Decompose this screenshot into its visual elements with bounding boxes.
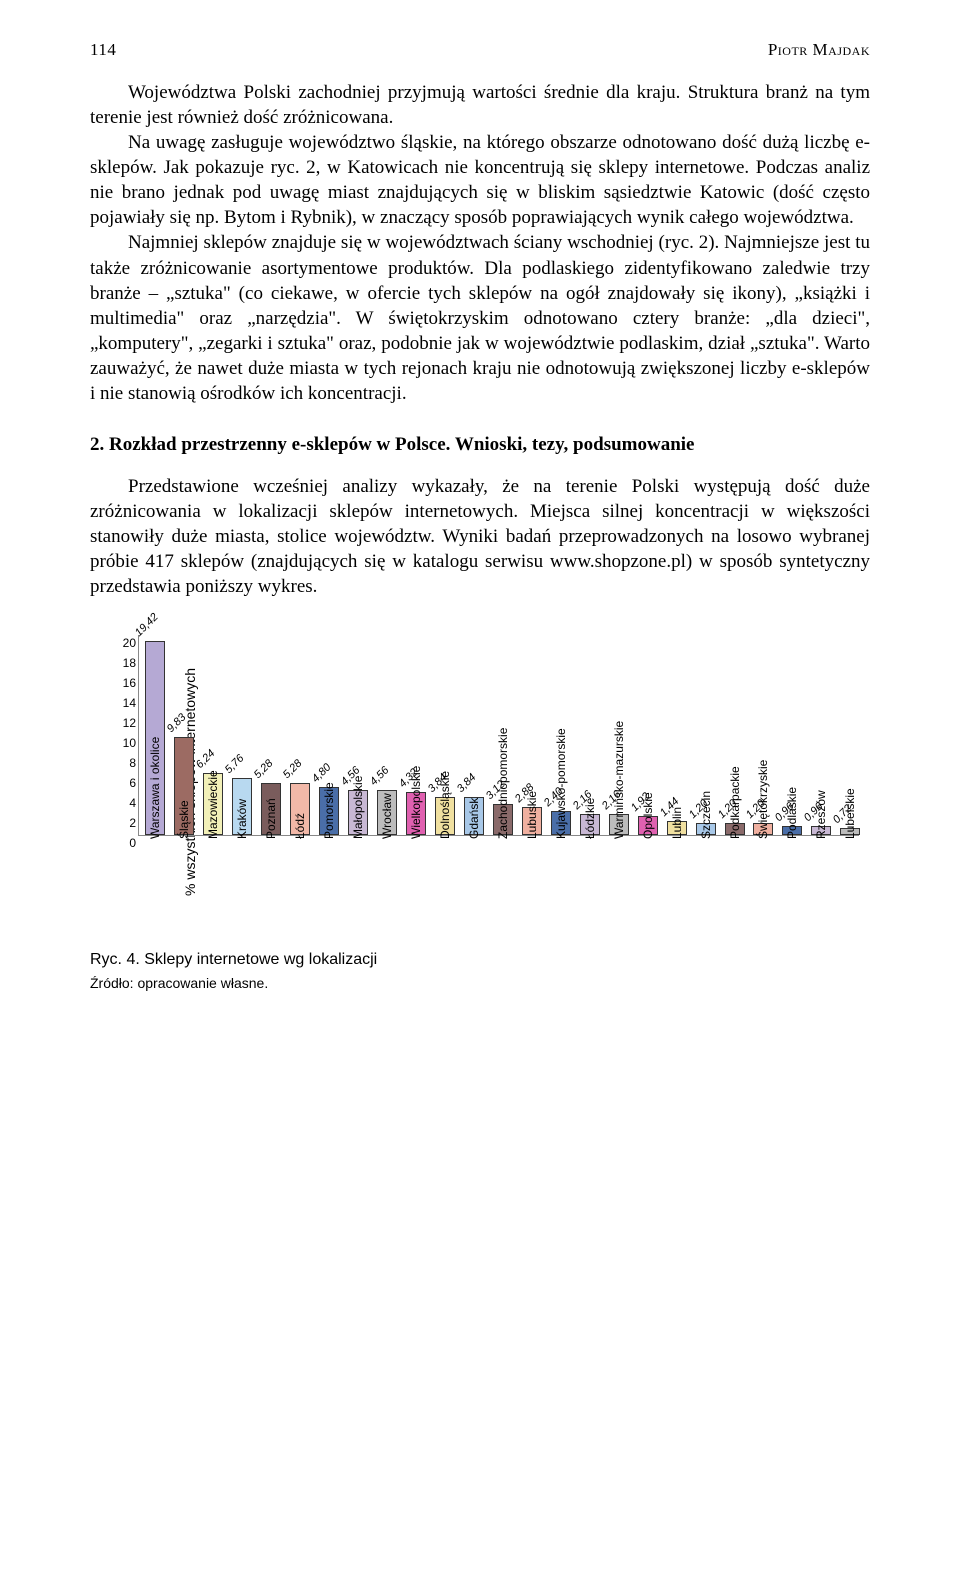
bar-value-label: 6,24 <box>194 747 218 771</box>
page-number: 114 <box>90 40 116 60</box>
figure-caption: Ryc. 4. Sklepy internetowe wg lokalizacj… <box>90 951 870 969</box>
bar-value-label: 19,42 <box>133 611 161 639</box>
paragraph: Na uwagę zasługuje województwo śląskie, … <box>90 130 870 230</box>
y-tick: 0 <box>129 836 136 850</box>
section-heading: 2. Rozkład przestrzenny e-sklepów w Pols… <box>90 434 870 456</box>
y-tick: 16 <box>123 676 136 690</box>
bar-value-label: 9,83 <box>165 711 189 735</box>
y-tick: 12 <box>123 716 136 730</box>
bar-value-label: 3,84 <box>455 771 479 795</box>
body-block-2: Przedstawione wcześniej analizy wykazały… <box>90 474 870 599</box>
y-tick: 2 <box>129 816 136 830</box>
bar-value-label: 5,28 <box>252 757 276 781</box>
bar-value-label: 4,56 <box>368 764 392 788</box>
figure-source: Źródło: opracowanie własne. <box>90 975 870 991</box>
y-tick: 10 <box>123 736 136 750</box>
y-axis-ticks: 02468101214161820 <box>112 635 136 835</box>
y-tick: 20 <box>123 636 136 650</box>
bar-chart: % wszystkich sklepów internetowych 02468… <box>90 627 870 937</box>
bar-value-label: 5,28 <box>281 757 305 781</box>
paragraph: Województwa Polski zachodniej przyjmują … <box>90 80 870 130</box>
y-tick: 4 <box>129 796 136 810</box>
y-tick: 8 <box>129 756 136 770</box>
y-tick: 18 <box>123 656 136 670</box>
author-name: Piotr Majdak <box>768 40 870 60</box>
page-header: 114 Piotr Majdak <box>90 40 870 60</box>
paragraph: Przedstawione wcześniej analizy wykazały… <box>90 474 870 599</box>
y-tick: 6 <box>129 776 136 790</box>
body-block-1: Województwa Polski zachodniej przyjmują … <box>90 80 870 406</box>
bar-value-label: 5,76 <box>223 752 247 776</box>
paragraph: Najmniej sklepów znajduje się w wojewódz… <box>90 230 870 406</box>
y-tick: 14 <box>123 696 136 710</box>
